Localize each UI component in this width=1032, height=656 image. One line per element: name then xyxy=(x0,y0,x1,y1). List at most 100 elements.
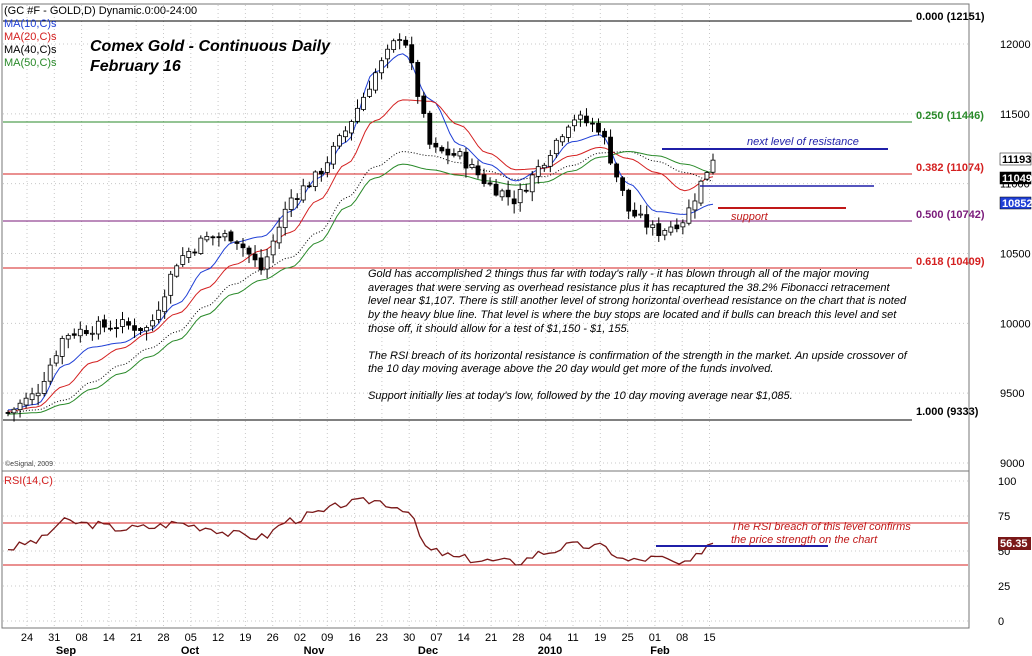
candle-body xyxy=(246,247,252,255)
candle-body xyxy=(704,172,710,180)
candle-body xyxy=(264,256,270,270)
candle-body xyxy=(150,320,156,327)
price-tick-label: 9500 xyxy=(1000,388,1024,400)
rsi-badge-label: 56.35 xyxy=(1000,538,1028,550)
date-tick-label: 08 xyxy=(75,632,87,644)
candle-body xyxy=(168,273,174,296)
candle-body xyxy=(541,164,547,169)
candle-body xyxy=(95,320,101,335)
ma20-legend: MA(20,C)s xyxy=(4,31,57,43)
candle-body xyxy=(469,164,475,168)
candle-body xyxy=(620,177,626,191)
candle-body xyxy=(23,397,29,406)
rsi-tick-label: 0 xyxy=(998,616,1004,628)
rsi-tick-label: 100 xyxy=(998,476,1016,488)
fib-label-1000: 1.000 (9333) xyxy=(916,406,979,418)
candle-body xyxy=(644,214,650,228)
candle-body xyxy=(276,226,282,244)
ma-line-ma50cs xyxy=(7,150,714,415)
candle-body xyxy=(457,151,463,157)
candle-body xyxy=(120,319,125,327)
candle-body xyxy=(686,207,692,224)
symbol-header: (GC #F - GOLD,D) Dynamic.0:00-24:00 xyxy=(4,5,197,17)
month-label: Dec xyxy=(418,645,438,656)
price-badge xyxy=(999,152,1032,166)
price-badge-label: 11049 xyxy=(1002,173,1032,185)
candle-body xyxy=(192,251,198,254)
candle-body xyxy=(379,60,384,74)
candle-body xyxy=(463,151,469,169)
candle-body xyxy=(668,226,674,233)
candle-body xyxy=(445,148,451,156)
candle-body xyxy=(318,170,324,175)
candle-body xyxy=(590,122,595,125)
date-tick-label: 21 xyxy=(130,632,142,644)
ma-line-ma40cs xyxy=(7,150,714,414)
candle-body xyxy=(656,223,662,237)
date-tick-label: 08 xyxy=(676,632,688,644)
month-label: Nov xyxy=(304,645,326,656)
candle-body xyxy=(662,230,668,236)
date-tick-label: 16 xyxy=(348,632,360,644)
candle-body xyxy=(324,162,330,173)
candle-body xyxy=(330,145,336,165)
candle-body xyxy=(222,233,228,238)
date-tick-label: 02 xyxy=(294,632,306,644)
candle-body xyxy=(373,72,378,91)
price-tick-label: 11500 xyxy=(1000,109,1030,121)
month-label: Oct xyxy=(181,645,200,656)
candle-body xyxy=(547,155,553,167)
candle-body xyxy=(361,96,366,110)
candle-body xyxy=(132,325,137,331)
candle-body xyxy=(234,241,240,244)
candle-body xyxy=(439,147,445,152)
date-tick-label: 07 xyxy=(430,632,442,644)
date-tick-label: 19 xyxy=(594,632,606,644)
candle-body xyxy=(17,402,23,411)
candle-body xyxy=(180,255,186,265)
candle-body xyxy=(553,139,559,155)
candle-body xyxy=(391,40,397,51)
candle-body xyxy=(698,180,704,204)
candle-body xyxy=(294,198,300,200)
candle-body xyxy=(258,257,264,271)
candle-body xyxy=(602,130,607,138)
price-tick-label: 12000 xyxy=(1000,39,1031,51)
candle-body xyxy=(41,380,47,394)
candle-body xyxy=(35,392,41,397)
date-tick-label: 23 xyxy=(376,632,388,644)
candle-body xyxy=(650,224,656,228)
candle-body xyxy=(584,115,589,124)
candle-body xyxy=(114,327,119,330)
date-tick-label: 05 xyxy=(185,632,197,644)
watermark: ©eSignal, 2009 xyxy=(5,460,53,468)
price-badge xyxy=(999,196,1032,210)
candle-body xyxy=(397,39,403,41)
axes: 1200011500110001050010000950090001007550… xyxy=(21,39,1032,656)
candle-body xyxy=(517,189,523,204)
candle-body xyxy=(680,222,686,228)
rsi-line xyxy=(7,496,714,566)
fib-label-0: 0.000 (12151) xyxy=(916,11,985,23)
candle-body xyxy=(578,114,583,120)
candle-body xyxy=(108,327,113,330)
candle-body xyxy=(216,236,222,239)
price-badge xyxy=(999,171,1032,185)
candle-body xyxy=(559,136,565,143)
candle-body xyxy=(596,122,601,133)
resistance-annotation: next level of resistance xyxy=(747,136,859,148)
candle-body xyxy=(306,185,312,188)
ma40-legend: MA(40,C)s xyxy=(4,44,57,56)
candle-body xyxy=(228,231,234,242)
candle-body xyxy=(403,39,409,46)
candle-body xyxy=(337,135,342,147)
price-tick-label: 10000 xyxy=(1000,318,1031,330)
candle-body xyxy=(421,95,427,114)
price-badge-label: 10852 xyxy=(1002,198,1032,210)
date-tick-label: 19 xyxy=(239,632,251,644)
chart-title-line2: February 16 xyxy=(90,58,181,75)
candle-body xyxy=(186,250,192,258)
candle-body xyxy=(565,126,571,138)
candle-body xyxy=(523,189,529,192)
